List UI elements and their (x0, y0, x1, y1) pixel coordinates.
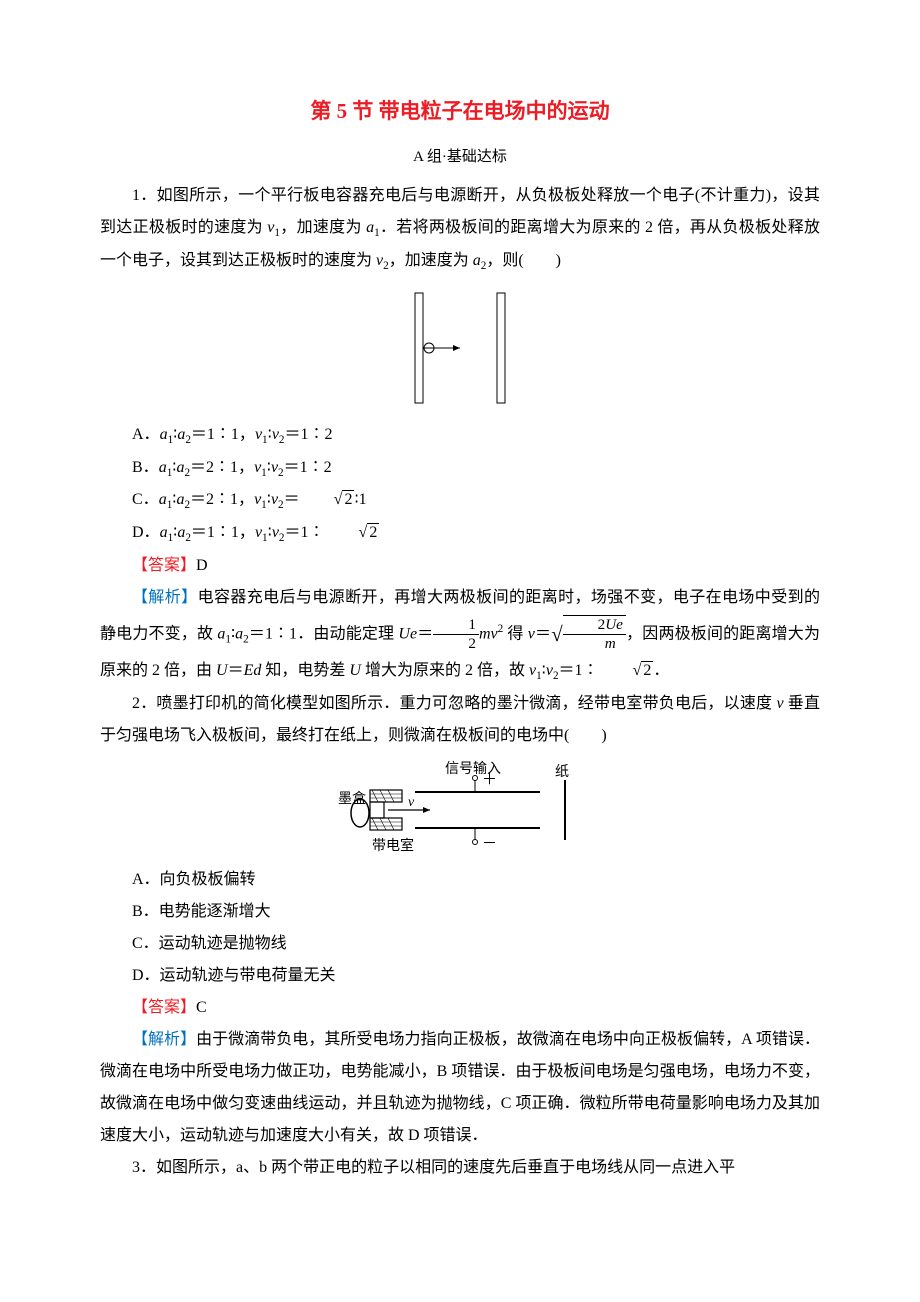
q1-expl-b: ＝1∶1．由动能定理 (249, 625, 399, 642)
svg-text:＋: ＋ (482, 772, 497, 788)
answer-value: C (196, 999, 207, 1016)
q2-option-b: B．电势能逐渐增大 (100, 896, 820, 928)
q2-option-c: C．运动轨迹是抛物线 (100, 928, 820, 960)
opt-b-label: B． (132, 459, 159, 476)
q1-expl-g: ． (653, 662, 669, 679)
q1-option-b: B．a1∶a2＝2∶1，v1∶v2＝1∶2 (100, 452, 820, 485)
label-paper: 纸 (555, 764, 569, 780)
opt-c-label: C． (132, 491, 159, 508)
q2-expl-text: 由于微滴带负电，其所受电场力指向正极板，故微滴在电场中向正极板偏转，A 项错误．… (100, 1031, 820, 1144)
q1-figure (100, 283, 820, 413)
answer-label: 【答案】 (132, 557, 196, 574)
q2-option-d: D．运动轨迹与带电荷量无关 (100, 960, 820, 992)
q1-stem-b: ，加速度为 (280, 219, 366, 236)
q1-stem-d: ，加速度为 (389, 252, 473, 269)
section-title: 第 5 节 带电粒子在电场中的运动 (100, 90, 820, 132)
answer-label: 【答案】 (132, 999, 196, 1016)
group-subtitle: A 组·基础达标 (100, 142, 820, 172)
q1-stem-e: ，则( ) (486, 252, 561, 269)
q1-option-c: C．a1∶a2＝2∶1，v1∶v2＝2∶1 (100, 484, 820, 517)
q1-expl-c: 得 (503, 625, 528, 642)
q1-option-d: D．a1∶a2＝1∶1，v1∶v2＝1∶2 (100, 517, 820, 550)
q3-stem-text: 3．如图所示，a、b 两个带正电的粒子以相同的速度先后垂直于电场线从同一点进入平 (132, 1159, 735, 1176)
q1-stem: 1．如图所示，一个平行板电容器充电后与电源断开，从负极板处释放一个电子(不计重力… (100, 180, 820, 277)
explain-label: 【解析】 (132, 589, 198, 606)
q3-stem: 3．如图所示，a、b 两个带正电的粒子以相同的速度先后垂直于电场线从同一点进入平 (100, 1152, 820, 1184)
var-v: v (776, 695, 783, 712)
label-chamber: 带电室 (372, 837, 414, 854)
q1-expl-e: 知，电势差 (261, 662, 349, 679)
q1-explanation: 【解析】电容器充电后与电源断开，再增大两极板间的距离时，场强不变，电子在电场中受… (100, 582, 820, 688)
var-a2: a (473, 252, 481, 269)
q2-stem-a: 2．喷墨打印机的简化模型如图所示．重力可忽略的墨汁微滴，经带电室带负电后，以速度 (132, 695, 776, 712)
var-a1: a (366, 219, 374, 236)
opt-a-label: A． (132, 426, 160, 443)
q2-stem: 2．喷墨打印机的简化模型如图所示．重力可忽略的墨汁微滴，经带电室带负电后，以速度… (100, 688, 820, 752)
q1-option-a: A．a1∶a2＝1∶1，v1∶v2＝1∶2 (100, 419, 820, 452)
svg-text:－: － (482, 836, 497, 852)
q1-expl-f: 增大为原来的 2 倍，故 (361, 662, 529, 679)
label-v: v (408, 795, 415, 810)
q1-answer: 【答案】D (100, 550, 820, 582)
answer-value: D (196, 557, 208, 574)
opt-d-label: D． (132, 524, 160, 541)
q2-figure: 信号输入 纸 墨盒 v ＋ － 带电室 (100, 758, 820, 858)
q2-explanation: 【解析】由于微滴带负电，其所受电场力指向正极板，故微滴在电场中向正极板偏转，A … (100, 1024, 820, 1152)
q2-answer: 【答案】C (100, 992, 820, 1024)
q2-option-a: A．向负极板偏转 (100, 864, 820, 896)
explain-label: 【解析】 (132, 1031, 196, 1048)
